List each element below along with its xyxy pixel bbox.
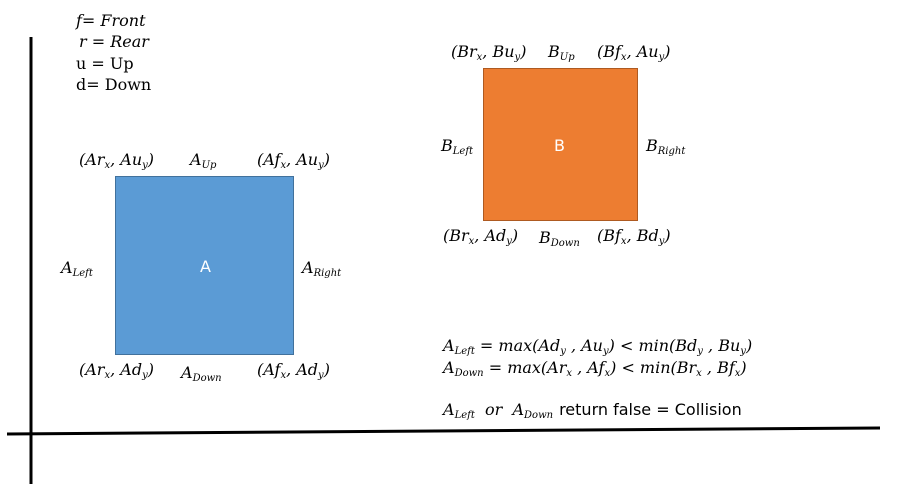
- formula-line-3: ALeft or ADown return false = Collision: [443, 400, 742, 421]
- box-a-right-label: ARight: [302, 258, 342, 279]
- box-a-bottom-right-coord: (Afx, Ady): [257, 360, 330, 381]
- collision-text: return false = Collision: [559, 400, 742, 419]
- box-b-right-label: BRight: [646, 136, 686, 157]
- box-b-up-label: BUp: [548, 42, 575, 63]
- box-a-up-label: AUp: [190, 150, 217, 171]
- x-axis: [6, 426, 881, 436]
- box-a: A: [115, 176, 294, 355]
- box-b-bottom-left-coord: (Brx, Ady): [443, 226, 519, 247]
- box-a-label: A: [200, 257, 211, 276]
- formula-line-2: ADown = max(Arx , Afx) < min(Brx , Bfx): [443, 358, 747, 379]
- box-b-top-right-coord: (Bfx, Auy): [597, 42, 671, 63]
- box-a-bottom-left-coord: (Arx, Ady): [79, 360, 154, 381]
- box-a-down-label: ADown: [181, 363, 222, 384]
- box-a-top-left-coord: (Arx, Auy): [79, 150, 155, 171]
- legend-up: u = Up: [76, 54, 134, 73]
- legend-rear: r = Rear: [79, 32, 149, 51]
- formula-line-1: ALeft = max(Ady , Auy) < min(Bdy , Buy): [443, 336, 753, 357]
- box-a-top-right-coord: (Afx, Auy): [257, 150, 331, 171]
- legend-down: d= Down: [76, 75, 152, 94]
- box-b: B: [483, 68, 638, 221]
- box-b-label: B: [554, 136, 565, 155]
- box-b-down-label: BDown: [539, 228, 580, 249]
- box-a-left-label: ALeft: [61, 258, 93, 279]
- box-b-left-label: BLeft: [441, 136, 474, 157]
- box-b-bottom-right-coord: (Bfx, Bdy): [597, 226, 671, 247]
- box-b-top-left-coord: (Brx, Buy): [451, 42, 527, 63]
- legend-front: f= Front: [76, 11, 146, 30]
